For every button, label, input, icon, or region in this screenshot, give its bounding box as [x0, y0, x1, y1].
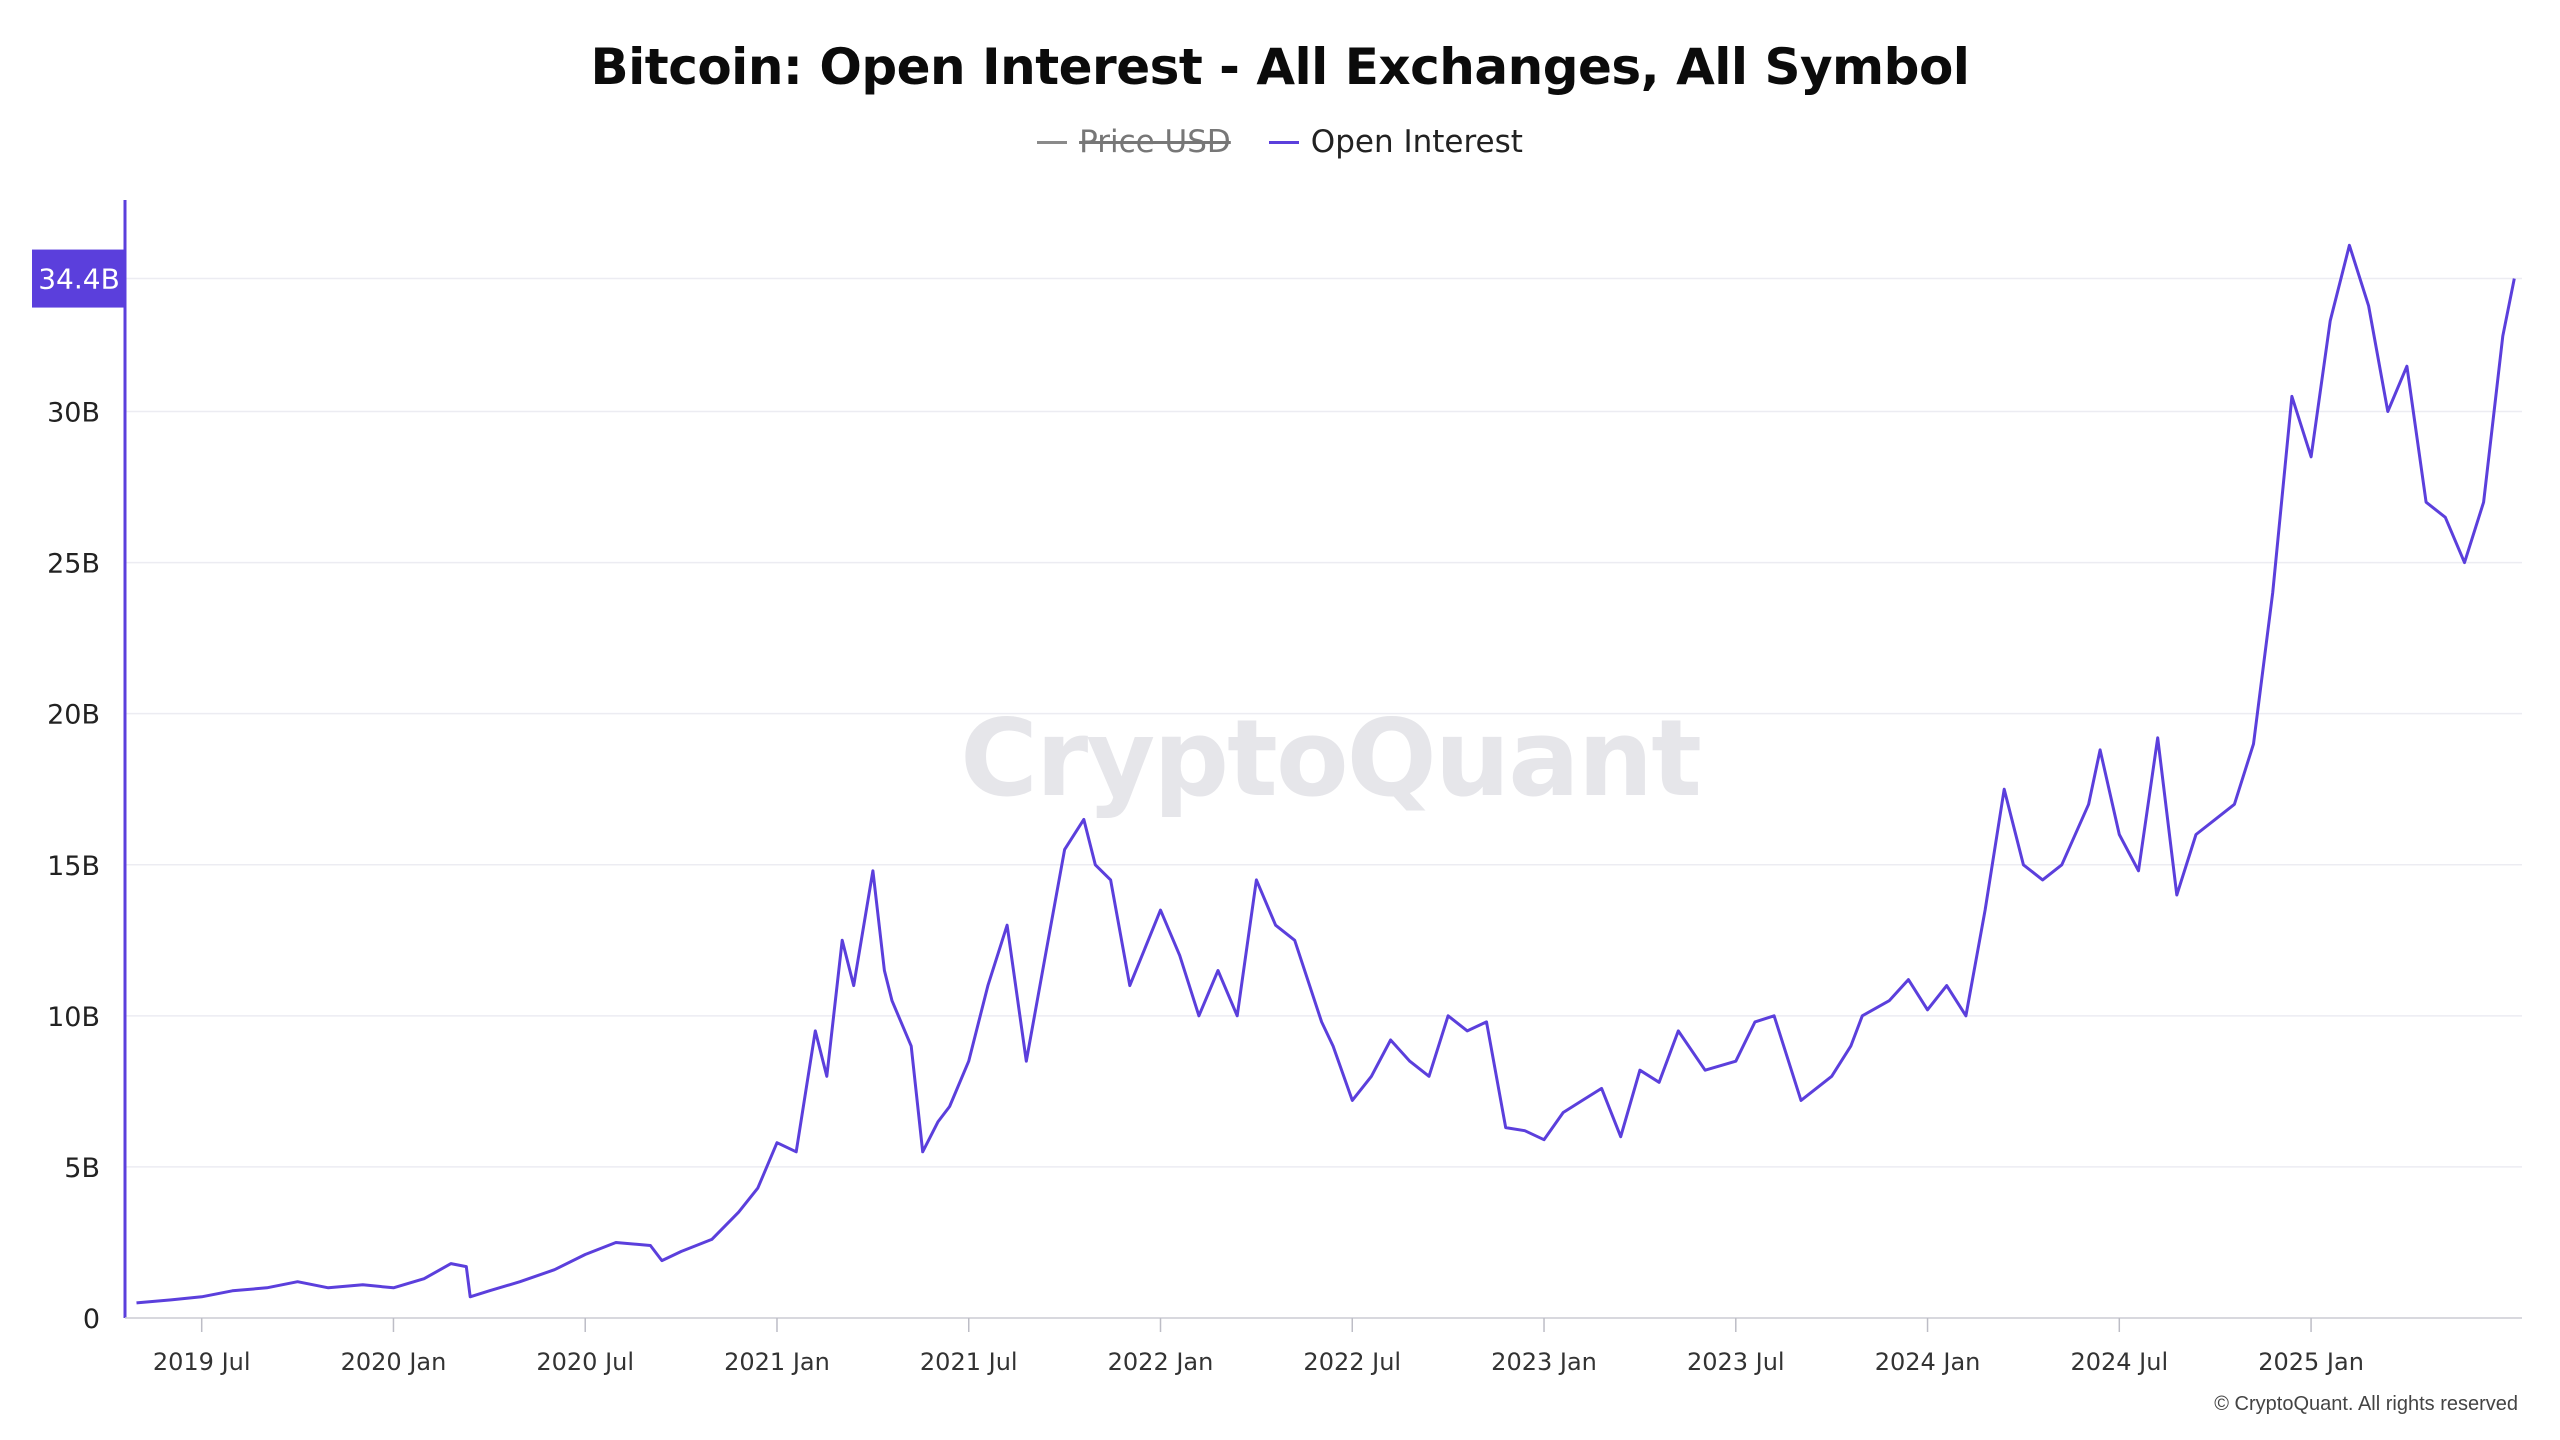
x-tick-label: 2019 Jul [153, 1348, 251, 1376]
y-tick-label: 20B [47, 700, 100, 731]
series-line-open-interest[interactable] [136, 243, 2516, 1305]
y-axis: 0 5B 10B 15B 20B 25B 30B [47, 200, 127, 1335]
chart-title: Bitcoin: Open Interest - All Exchanges, … [590, 38, 1970, 96]
x-tick-label: 2023 Jul [1687, 1348, 1785, 1376]
legend-label-open-interest: Open Interest [1310, 124, 1523, 160]
x-axis: 2019 Jul 2020 Jan 2020 Jul 2021 Jan 2021 Jul… [125, 1317, 2522, 1376]
x-tick-label: 2021 Jul [920, 1348, 1018, 1376]
legend-swatch-price-usd [1037, 140, 1068, 144]
legend-swatch-open-interest [1268, 140, 1299, 144]
current-value-badge: 34.4B [32, 249, 126, 308]
x-tick-label: 2025 Jan [2258, 1348, 2364, 1376]
y-tick-label: 10B [47, 1002, 100, 1033]
x-tick-label: 2021 Jan [724, 1348, 830, 1376]
y-tick-label: 0 [83, 1304, 100, 1335]
chart-legend: Price USD Open Interest [0, 124, 2560, 160]
legend-item-open-interest[interactable]: Open Interest [1268, 124, 1523, 160]
x-tick-label: 2024 Jul [2070, 1348, 2168, 1376]
x-tick-label: 2023 Jan [1491, 1348, 1597, 1376]
current-value-label: 34.4B [38, 263, 120, 296]
x-tick-label: 2024 Jan [1875, 1348, 1981, 1376]
copyright-notice: © CryptoQuant. All rights reserved [2214, 1393, 2518, 1415]
legend-label-price-usd: Price USD [1079, 124, 1231, 160]
series-layer [136, 243, 2516, 1305]
watermark: CryptoQuant [960, 697, 1700, 820]
y-tick-label: 15B [47, 851, 100, 882]
y-tick-label: 25B [47, 549, 100, 580]
x-tick-label: 2020 Jul [536, 1348, 634, 1376]
x-tick-label: 2022 Jul [1303, 1348, 1401, 1376]
legend-item-price-usd[interactable]: Price USD [1037, 124, 1231, 160]
y-tick-label: 30B [47, 398, 100, 429]
x-tick-label: 2020 Jan [341, 1348, 447, 1376]
current-value-badge-bg [32, 249, 126, 308]
x-tick-label: 2022 Jan [1108, 1348, 1214, 1376]
y-tick-label: 5B [64, 1153, 100, 1184]
